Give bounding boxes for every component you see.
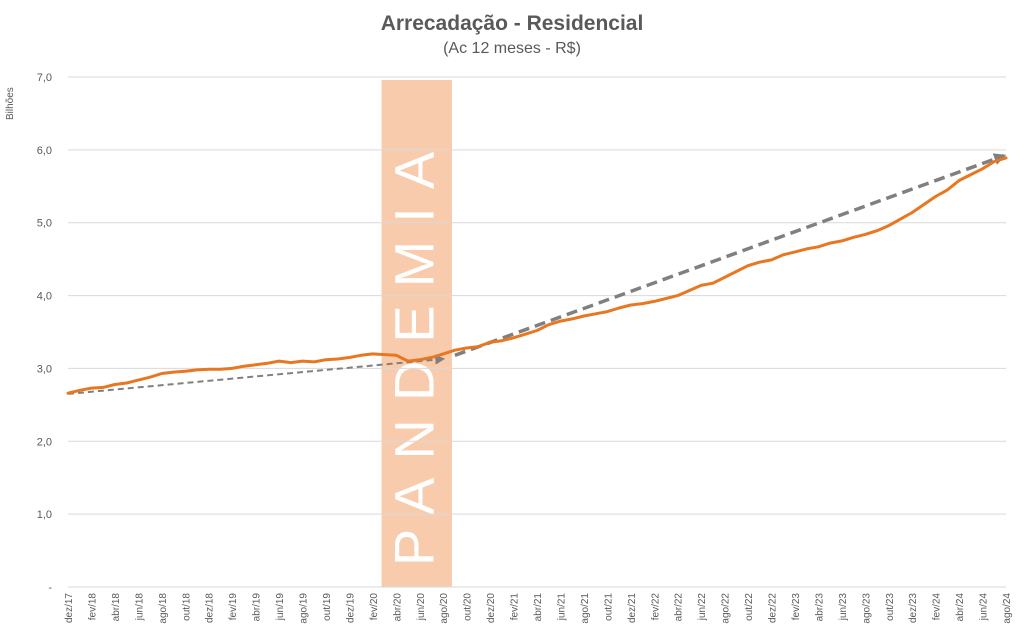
- x-tick-label: out/22: [744, 593, 755, 621]
- x-tick-label: jun/22: [697, 593, 708, 622]
- y-axis-ticks: - 1,0 2,0 3,0 4,0 5,0 6,0 7,0: [37, 72, 53, 594]
- y-tick-label: 2,0: [37, 436, 52, 448]
- x-tick-label: fev/22: [650, 593, 661, 621]
- x-tick-label: ago/23: [861, 593, 872, 624]
- x-tick-label: ago/21: [580, 593, 591, 624]
- y-tick-label: 7,0: [37, 72, 52, 84]
- x-tick-label: dez/17: [64, 593, 75, 623]
- x-tick-label: abr/20: [392, 593, 403, 622]
- x-tick-label: out/23: [885, 593, 896, 621]
- y-tick-label: 4,0: [37, 291, 52, 303]
- x-tick-label: dez/23: [908, 593, 919, 623]
- x-tick-label: ago/22: [721, 593, 732, 624]
- x-tick-label: ago/20: [439, 593, 450, 624]
- x-tick-label: jun/19: [275, 593, 286, 622]
- pandemic-band: [381, 80, 452, 587]
- x-tick-label: ago/18: [158, 593, 169, 624]
- y-tick-label: 6,0: [37, 145, 52, 157]
- x-tick-label: jun/20: [416, 593, 427, 622]
- trend-lines: [67, 153, 1007, 395]
- x-tick-label: fev/21: [510, 593, 521, 621]
- x-tick-label: out/20: [463, 593, 474, 621]
- x-tick-label: out/21: [603, 593, 614, 621]
- trend-line-post-pandemic: [454, 153, 1007, 357]
- x-axis-ticks: dez/17 fev/18 abr/18 jun/18 ago/18 out/18 dez/…: [64, 593, 1013, 624]
- series-line-arrecadacao: [66, 156, 1008, 395]
- x-tick-label: jun/23: [838, 593, 849, 622]
- x-tick-label: fev/19: [228, 593, 239, 621]
- x-tick-label: abr/21: [533, 593, 544, 622]
- x-tick-label: jun/18: [134, 593, 145, 622]
- x-tick-label: dez/19: [345, 593, 356, 623]
- x-tick-label: out/18: [181, 593, 192, 621]
- y-tick-label: 5,0: [37, 218, 52, 230]
- trend-line-pre-pandemic: [67, 354, 446, 395]
- series-lines: [66, 156, 1008, 395]
- chart-title: Arrecadação - Residencial: [380, 12, 644, 35]
- x-tick-label: fev/20: [369, 593, 380, 621]
- x-tick-label: fev/24: [932, 593, 943, 621]
- x-tick-label: fev/18: [87, 593, 98, 621]
- x-tick-label: ago/19: [299, 593, 310, 624]
- pandemic-band-layer: PANDEMIA: [381, 80, 452, 587]
- x-tick-label: abr/24: [955, 593, 966, 622]
- x-tick-label: dez/18: [205, 593, 216, 623]
- x-tick-label: jun/24: [979, 593, 990, 622]
- x-tick-label: abr/22: [674, 593, 685, 622]
- pandemic-band-label: PANDEMIA: [383, 134, 446, 566]
- y-tick-label: -: [48, 582, 52, 594]
- x-tick-label: abr/23: [814, 593, 825, 622]
- gridlines: [68, 76, 1006, 588]
- x-tick-label: dez/20: [486, 593, 497, 623]
- x-tick-label: jun/21: [556, 593, 567, 622]
- y-tick-label: 1,0: [37, 509, 52, 521]
- x-tick-label: out/19: [322, 593, 333, 621]
- x-tick-label: abr/18: [111, 593, 122, 622]
- x-tick-label: dez/21: [627, 593, 638, 623]
- x-tick-label: ago/24: [1002, 593, 1013, 624]
- y-tick-label: 3,0: [37, 363, 52, 375]
- x-tick-label: abr/19: [252, 593, 263, 622]
- chart-subtitle: (Ac 12 meses - R$): [443, 40, 581, 57]
- x-tick-label: fev/23: [791, 593, 802, 621]
- x-tick-label: dez/22: [768, 593, 779, 623]
